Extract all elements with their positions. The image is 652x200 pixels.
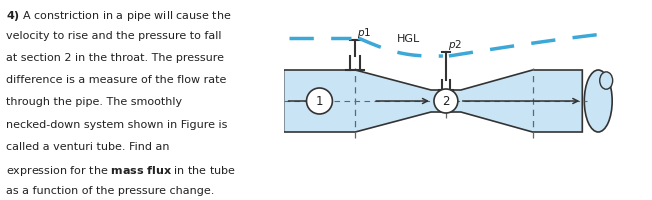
Ellipse shape [584, 71, 612, 132]
Text: necked-down system shown in Figure is: necked-down system shown in Figure is [6, 119, 227, 129]
Text: velocity to rise and the pressure to fall: velocity to rise and the pressure to fal… [6, 31, 221, 41]
Text: 2: 2 [442, 95, 450, 108]
Circle shape [434, 90, 458, 113]
Ellipse shape [600, 72, 613, 90]
Text: $p1$: $p1$ [357, 26, 372, 40]
Text: HGL: HGL [397, 34, 420, 44]
Polygon shape [284, 71, 582, 132]
Text: difference is a measure of the flow rate: difference is a measure of the flow rate [6, 75, 226, 85]
Text: called a venturi tube. Find an: called a venturi tube. Find an [6, 141, 169, 151]
Circle shape [306, 89, 333, 114]
Text: $p2$: $p2$ [448, 38, 462, 52]
Text: 1: 1 [316, 95, 323, 108]
Text: $\bf{4)}$ A constriction in a pipe will cause the: $\bf{4)}$ A constriction in a pipe will … [6, 9, 231, 23]
Text: at section 2 in the throat. The pressure: at section 2 in the throat. The pressure [6, 53, 224, 63]
Text: through the pipe. The smoothly: through the pipe. The smoothly [6, 97, 182, 107]
Text: as a function of the pressure change.: as a function of the pressure change. [6, 185, 214, 195]
Text: expression for the $\bf{mass\ flux}$ in the tube: expression for the $\bf{mass\ flux}$ in … [6, 163, 236, 177]
